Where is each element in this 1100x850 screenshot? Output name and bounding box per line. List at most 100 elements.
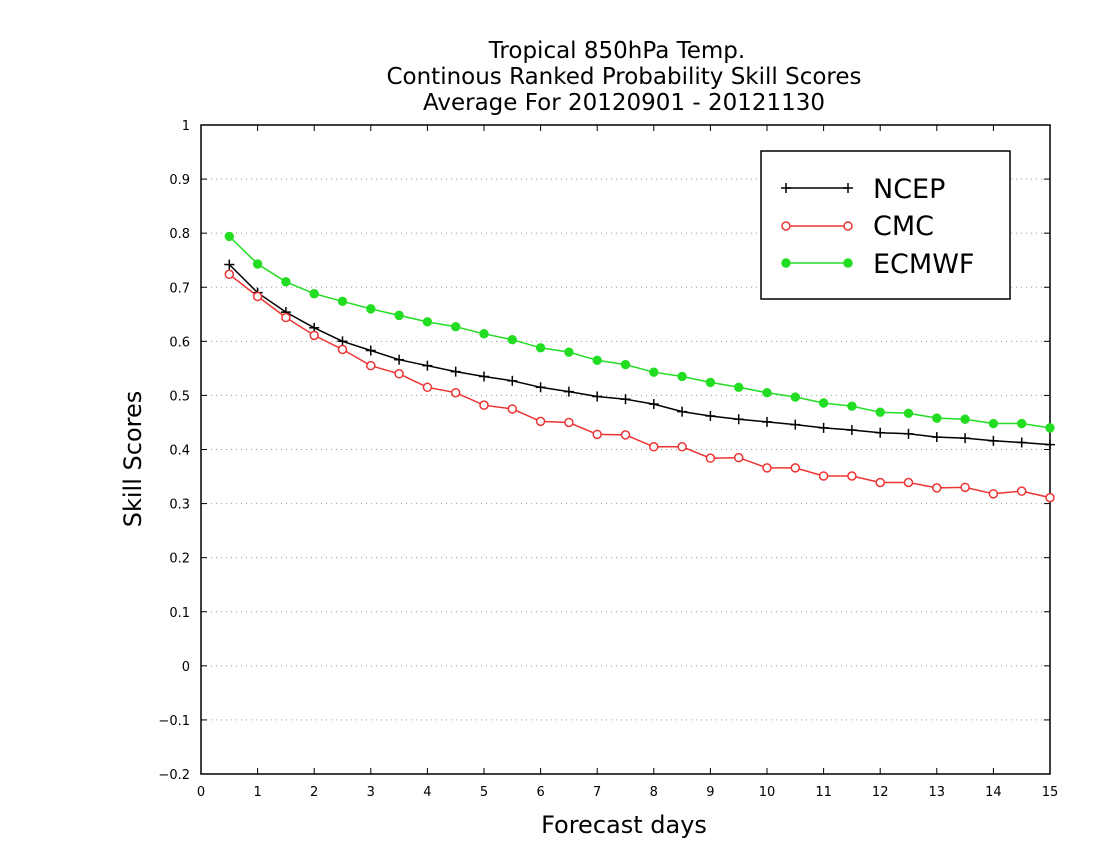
y-tick-label: 0 [182,660,190,675]
legend-marker-ncep [843,183,853,193]
data-point-ecmwf [620,359,631,370]
data-point-ecmwf [677,371,687,382]
x-tick-label: 11 [815,785,832,800]
x-tick-label: 7 [593,785,601,800]
data-point-cmc [649,442,659,452]
data-point-ecmwf [649,367,659,377]
chart-title-line-2: Continous Ranked Probability Skill Score… [386,64,861,90]
data-point-ecmwf [734,382,744,393]
data-point-cmc [394,369,404,379]
data-point-cmc [422,382,433,393]
legend-label-ncep: NCEP [873,174,945,205]
series-layer [224,231,1055,503]
x-tick-label: 14 [985,785,1002,800]
legend-box [760,150,1011,300]
y-tick-label: 0.5 [169,389,190,404]
data-point-cmc [479,400,489,410]
data-point-ncep [818,422,829,433]
data-point-ncep [677,406,688,417]
series-cmc [224,269,1055,503]
data-point-cmc [960,482,970,493]
series-line-cmc [228,273,1051,499]
data-point-cmc [790,463,801,473]
x-tick-label: 1 [253,785,261,800]
x-tick-label: 3 [367,785,375,800]
data-point-ncep [365,345,376,356]
legend-marker-ncep [781,183,791,193]
data-point-ecmwf [818,398,829,408]
legend-symbol-ncep [781,183,853,193]
data-point-cmc [564,417,574,428]
data-point-cmc [592,429,602,440]
x-tick-label: 4 [423,785,431,800]
data-point-ecmwf [507,335,517,345]
data-point-cmc [1045,492,1055,503]
y-tick-label: 0.4 [169,444,190,459]
legend-symbol-ecmwf [781,258,853,268]
data-point-ecmwf [281,277,291,287]
data-point-cmc [988,489,999,499]
data-point-ecmwf [592,355,602,365]
data-point-ecmwf [790,392,800,402]
chart-title-line-3: Average For 20120901 - 20121130 [423,90,825,116]
x-tick-label: 5 [480,785,488,800]
data-point-ncep [337,336,348,347]
data-point-ecmwf [932,413,942,423]
data-point-cmc [932,483,942,493]
data-point-ncep [450,366,461,377]
data-point-ncep [648,399,659,410]
data-point-ncep [790,419,801,430]
data-point-ncep [1045,439,1055,450]
data-point-ncep [875,427,886,438]
y-tick-label: −0.2 [158,768,190,783]
data-point-ncep [394,354,405,365]
data-point-cmc [875,477,885,488]
data-point-ncep [535,382,546,393]
data-point-ncep [1016,437,1027,448]
legend-marker-ecmwf [843,258,853,268]
data-point-ecmwf [847,401,857,411]
data-point-cmc [337,344,348,355]
data-point-cmc [366,360,376,371]
data-point-ecmwf [252,259,263,269]
data-point-ecmwf [1045,423,1055,433]
data-point-ncep [846,425,857,436]
data-point-cmc [252,291,263,302]
data-point-cmc [450,387,461,398]
data-point-cmc [281,312,291,323]
chart-title: Tropical 850hPa Temp. Continous Ranked P… [386,38,861,116]
data-point-ecmwf [903,408,914,418]
series-ncep [224,259,1055,450]
x-axis-label: Forecast days [541,811,707,839]
data-point-cmc [224,269,235,280]
y-tick-label: 0.2 [169,552,190,567]
data-point-cmc [733,452,744,463]
data-point-ncep [705,410,716,421]
data-point-cmc [677,442,687,452]
data-point-ecmwf [479,329,489,339]
y-tick-label: 0.3 [169,498,190,513]
series-ecmwf [224,231,1055,433]
x-tick-label: 6 [536,785,544,800]
data-point-cmc [309,330,319,341]
data-point-ncep [563,386,574,397]
data-point-ncep [479,371,489,382]
legend-symbol-cmc [781,221,853,231]
y-tick-label: 0.6 [169,335,190,350]
data-point-ecmwf [394,310,404,321]
data-point-ncep [733,414,744,425]
legend-marker-cmc [781,221,791,231]
data-point-ecmwf [762,388,772,398]
data-point-cmc [847,471,857,481]
data-point-cmc [903,477,914,488]
data-point-ecmwf [988,418,999,429]
data-point-ncep [903,428,914,439]
data-point-ecmwf [535,343,546,353]
data-point-ecmwf [564,347,574,357]
data-point-ecmwf [337,296,348,307]
data-point-cmc [620,430,631,440]
data-point-ncep [960,433,971,444]
data-point-ecmwf [960,414,970,424]
y-axis-label: Skill Scores [119,391,147,528]
